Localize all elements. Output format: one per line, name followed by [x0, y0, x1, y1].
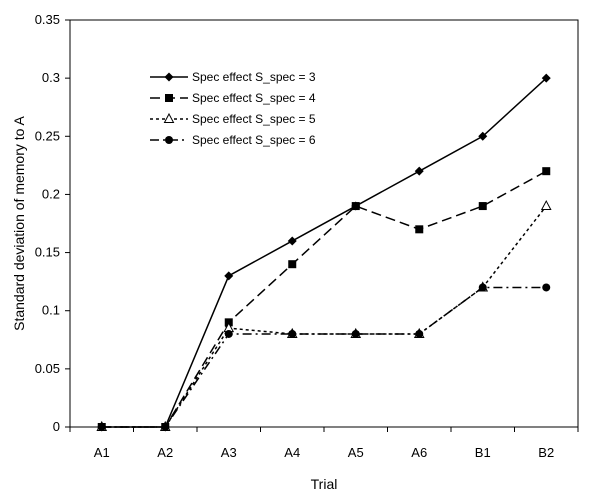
series-3 — [96, 199, 552, 431]
data-point — [224, 271, 234, 281]
data-point — [542, 167, 551, 176]
x-tick-label: A2 — [157, 445, 173, 460]
data-point — [415, 329, 424, 338]
x-axis-title: Trial — [311, 476, 338, 492]
data-point — [414, 166, 424, 176]
y-axis-title: Standard deviation of memory to A — [11, 115, 27, 330]
data-point — [478, 202, 487, 211]
data-point — [161, 423, 170, 431]
data-point — [351, 202, 360, 211]
series-1 — [97, 73, 551, 432]
y-tick-label: 0.2 — [42, 186, 60, 201]
legend-label: Spec effect S_spec = 4 — [192, 91, 316, 105]
data-point — [478, 131, 488, 141]
data-point — [288, 329, 297, 338]
legend-marker — [165, 94, 173, 102]
series-2 — [97, 167, 551, 431]
data-point — [415, 225, 424, 234]
series-line — [101, 170, 547, 428]
axes — [65, 19, 579, 432]
data-point — [542, 283, 551, 292]
data-point — [287, 236, 297, 246]
data-point — [288, 260, 297, 269]
series-lines — [96, 73, 552, 432]
y-tick-label: 0.05 — [35, 361, 60, 376]
legend-entry: Spec effect S_spec = 5 — [150, 112, 316, 126]
data-point — [478, 283, 487, 292]
series-4 — [97, 283, 551, 431]
legend-entry: Spec effect S_spec = 6 — [150, 133, 316, 147]
legend-label: Spec effect S_spec = 5 — [192, 112, 316, 126]
y-tick-label: 0 — [53, 419, 60, 434]
x-tick-label: A1 — [94, 445, 110, 460]
legend-entry: Spec effect S_spec = 3 — [150, 70, 316, 84]
data-point — [97, 423, 106, 431]
y-tick-label: 0.15 — [35, 245, 60, 260]
data-point — [224, 329, 233, 338]
y-tick-label: 0.1 — [42, 303, 60, 318]
legend: Spec effect S_spec = 3 Spec effect S_spec… — [150, 70, 316, 147]
x-tick-label: A4 — [284, 445, 300, 460]
tick-labels: 0 0.05 0.1 0.15 0.2 0.25 0.3 0.35 A1 A2 A3 A4 A5 A6 B1… — [35, 12, 555, 460]
series-line — [101, 286, 547, 428]
x-tick-label: B2 — [538, 445, 554, 460]
x-tick-label: A5 — [348, 445, 364, 460]
data-point — [540, 199, 552, 211]
y-tick-label: 0.3 — [42, 70, 60, 85]
series-line — [101, 205, 547, 428]
x-tick-label: A3 — [221, 445, 237, 460]
legend-label: Spec effect S_spec = 3 — [192, 70, 316, 84]
x-tick-label: B1 — [475, 445, 491, 460]
data-point — [351, 329, 360, 338]
data-point — [541, 73, 551, 83]
series-line — [101, 77, 547, 428]
x-tick-label: A6 — [411, 445, 427, 460]
legend-label: Spec effect S_spec = 6 — [192, 133, 316, 147]
y-tick-label: 0.25 — [35, 128, 60, 143]
legend-marker — [164, 72, 174, 82]
y-tick-label: 0.35 — [35, 12, 60, 27]
legend-entry: Spec effect S_spec = 4 — [150, 91, 316, 105]
legend-marker — [163, 112, 175, 123]
legend-marker — [165, 136, 173, 144]
